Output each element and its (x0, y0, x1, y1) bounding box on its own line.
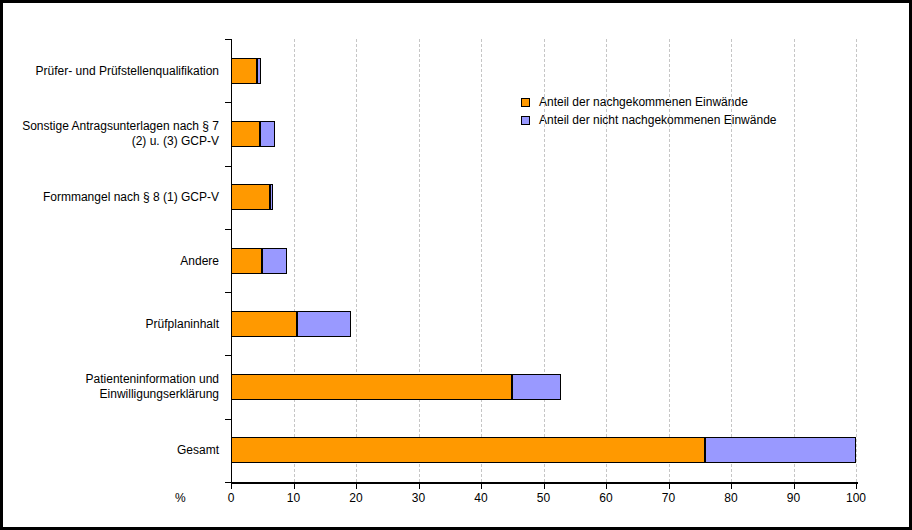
y-tick-5 (225, 355, 231, 356)
x-tick-10 (294, 484, 295, 489)
x-tick-label-50: 50 (522, 491, 566, 505)
gridline-60 (606, 39, 607, 482)
x-tick-label-40: 40 (459, 491, 503, 505)
legend-label: Anteil der nicht nachgekommenen Einwände (539, 113, 776, 127)
bar-segment-not-complied (512, 374, 561, 400)
y-tick-0 (225, 39, 231, 40)
bar-segment-not-complied (260, 121, 275, 147)
x-tick-0 (231, 484, 232, 489)
x-tick-label-100: 100 (834, 491, 878, 505)
x-tick-20 (356, 484, 357, 489)
legend: Anteil der nachgekommenen Einwände Anteil… (521, 93, 776, 129)
y-tick-2 (225, 166, 231, 167)
x-tick-40 (481, 484, 482, 489)
category-label: Prüfer- und Prüfstellenqualifikation (11, 63, 219, 78)
bar-segment-complied (231, 248, 262, 274)
x-tick-30 (419, 484, 420, 489)
x-tick-60 (606, 484, 607, 489)
gridline-40 (481, 39, 482, 482)
category-label: Sonstige Antragsunterlagen nach § 7 (2) … (11, 119, 219, 149)
x-tick-label-90: 90 (772, 491, 816, 505)
category-label: Gesamt (11, 443, 219, 458)
y-tick-4 (225, 292, 231, 293)
x-tick-label-70: 70 (647, 491, 691, 505)
gridline-80 (731, 39, 732, 482)
x-tick-label-10: 10 (272, 491, 316, 505)
bar-segment-complied (231, 437, 705, 463)
category-label: Patienteninformation und Einwilligungser… (11, 372, 219, 402)
x-tick-100 (856, 484, 857, 489)
y-tick-7 (225, 482, 231, 483)
y-tick-1 (225, 102, 231, 103)
x-tick-70 (669, 484, 670, 489)
orange-swatch-icon (521, 98, 530, 107)
gridline-90 (794, 39, 795, 482)
legend-entry: Anteil der nachgekommenen Einwände (521, 93, 776, 111)
bar-segment-complied (231, 184, 270, 210)
bar-segment-not-complied (270, 184, 273, 210)
x-tick-90 (794, 484, 795, 489)
legend-label: Anteil der nachgekommenen Einwände (539, 95, 748, 109)
category-label: Andere (11, 253, 219, 268)
y-tick-3 (225, 229, 231, 230)
gridline-30 (419, 39, 420, 482)
x-tick-label-20: 20 (334, 491, 378, 505)
x-tick-label-60: 60 (584, 491, 628, 505)
bar-segment-complied (231, 121, 260, 147)
x-tick-label-30: 30 (397, 491, 441, 505)
gridline-70 (669, 39, 670, 482)
gridline-100 (856, 39, 857, 482)
bar-segment-not-complied (705, 437, 856, 463)
x-tick-50 (544, 484, 545, 489)
x-tick-80 (731, 484, 732, 489)
x-axis-unit-label: % (175, 491, 186, 505)
x-tick-label-80: 80 (709, 491, 753, 505)
legend-entry: Anteil der nicht nachgekommenen Einwände (521, 111, 776, 129)
category-label: Formmangel nach § 8 (1) GCP-V (11, 190, 219, 205)
blue-swatch-icon (521, 116, 530, 125)
bar-segment-complied (231, 58, 257, 84)
bar-segment-complied (231, 374, 512, 400)
bar-segment-not-complied (262, 248, 287, 274)
bar-segment-not-complied (257, 58, 261, 84)
y-tick-6 (225, 419, 231, 420)
gridline-20 (356, 39, 357, 482)
gridline-10 (294, 39, 295, 482)
chart-frame: Anteil der nachgekommenen Einwände Anteil… (0, 0, 912, 530)
bar-segment-complied (231, 311, 297, 337)
gridline-50 (544, 39, 545, 482)
bar-segment-not-complied (297, 311, 351, 337)
x-tick-label-0: 0 (209, 491, 253, 505)
category-label: Prüfplaninhalt (11, 316, 219, 331)
x-axis-line (231, 482, 858, 484)
